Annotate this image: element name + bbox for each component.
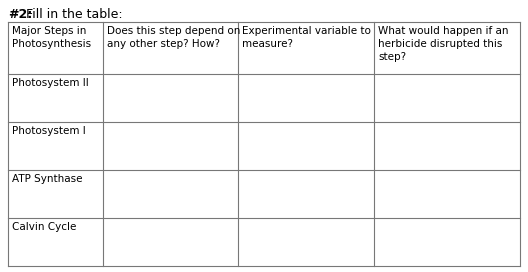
Text: ATP Synthase: ATP Synthase (12, 174, 82, 184)
Text: Calvin Cycle: Calvin Cycle (12, 222, 77, 232)
Text: What would happen if an
herbicide disrupted this
step?: What would happen if an herbicide disrup… (378, 26, 508, 62)
Text: Experimental variable to
measure?: Experimental variable to measure? (242, 26, 371, 49)
Text: Fill in the table:: Fill in the table: (22, 8, 122, 21)
Text: Does this step depend on
any other step? How?: Does this step depend on any other step?… (107, 26, 240, 49)
Text: Photosystem II: Photosystem II (12, 78, 89, 88)
Text: Major Steps in
Photosynthesis: Major Steps in Photosynthesis (12, 26, 91, 49)
Text: Photosystem I: Photosystem I (12, 126, 86, 136)
Text: #2:: #2: (8, 8, 32, 21)
